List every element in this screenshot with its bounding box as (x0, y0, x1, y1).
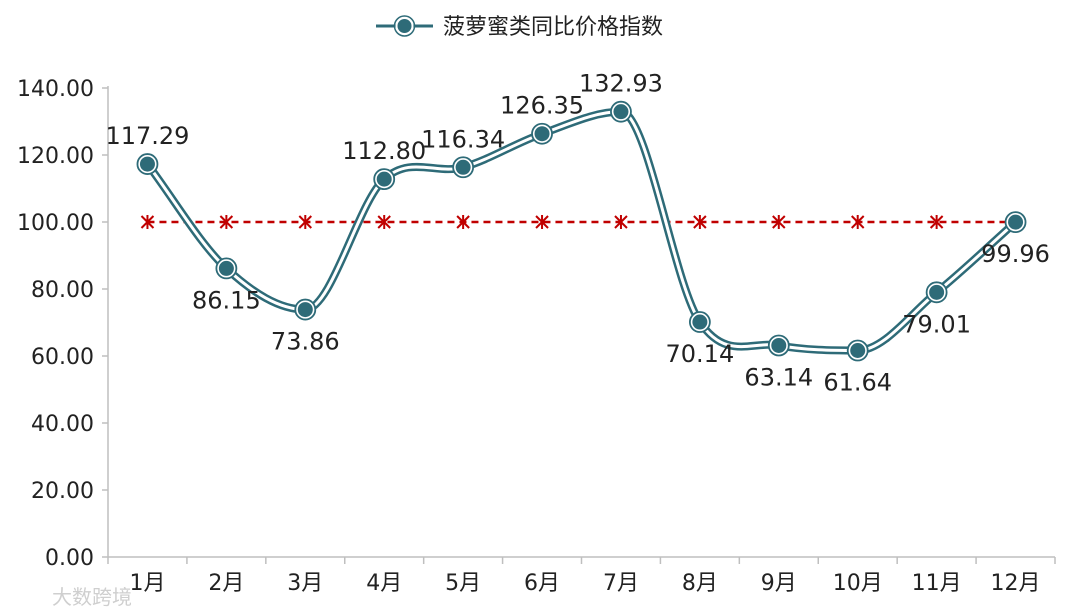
axes: 0.00 20.00 40.00 60.00 80.00 100.00 120.00 140.… (17, 77, 1056, 596)
data-point (688, 311, 711, 333)
data-point-marker (850, 343, 866, 359)
watermark: 大数跨境 (52, 585, 132, 609)
legend-marker-ring (393, 15, 416, 37)
y-tick-label: 20.00 (31, 479, 94, 504)
data-point-marker (534, 126, 550, 142)
x-tick-label: 7月 (603, 571, 639, 596)
data-point (452, 156, 475, 179)
data-point (373, 168, 396, 191)
data-point (294, 298, 317, 321)
data-point-marker (218, 260, 234, 276)
reference-point (377, 215, 391, 229)
x-tick-label: 2月 (208, 571, 244, 596)
reference-point (219, 215, 234, 229)
data-label: 132.93 (579, 70, 663, 98)
legend: 菠萝蜜类同比价格指数 (376, 15, 663, 40)
data-point-marker (139, 156, 155, 172)
x-tick-label: 9月 (761, 571, 797, 596)
y-tick-label: 120.00 (17, 144, 94, 169)
data-point (531, 122, 553, 145)
data-label: 112.80 (342, 137, 426, 165)
y-tick-label: 80.00 (31, 278, 94, 303)
y-tick-label: 100.00 (17, 211, 94, 236)
reference-point (298, 215, 312, 229)
data-point (925, 281, 948, 304)
data-point (846, 339, 869, 362)
y-tick-label: 60.00 (31, 345, 94, 370)
data-point-marker (613, 104, 629, 120)
y-tick-label: 0.00 (45, 546, 94, 571)
legend-marker (395, 17, 414, 35)
data-label: 73.86 (271, 328, 340, 356)
series-line-inner (145, 110, 1018, 353)
data-point (1004, 211, 1027, 234)
data-point-marker (376, 171, 392, 187)
data-point-marker (929, 284, 945, 300)
data-point (215, 257, 238, 280)
reference-series (140, 215, 1023, 229)
x-tick-label: 5月 (445, 571, 481, 596)
data-point (767, 334, 790, 357)
reference-point (929, 215, 944, 229)
reference-point (693, 215, 707, 229)
x-tick-label: 8月 (682, 571, 718, 596)
data-point-marker (692, 314, 708, 330)
data-label: 61.64 (823, 369, 892, 397)
data-label: 70.14 (666, 340, 735, 368)
data-label: 117.29 (105, 122, 189, 150)
data-point-marker (771, 337, 787, 353)
data-label: 63.14 (744, 363, 813, 391)
main-series (136, 100, 1027, 362)
data-point-marker (1008, 214, 1024, 230)
data-label: 79.01 (902, 310, 971, 338)
reference-point (614, 215, 628, 229)
x-tick-label: 6月 (524, 571, 560, 596)
y-tick-label: 140.00 (17, 77, 94, 102)
reference-point (851, 215, 865, 229)
x-tick-label: 12月 (991, 571, 1041, 596)
x-tick-label: 3月 (287, 571, 323, 596)
data-point (610, 100, 632, 123)
data-label: 86.15 (192, 286, 261, 314)
reference-point (772, 215, 786, 229)
reference-point (535, 215, 549, 229)
y-tick-label: 40.00 (31, 412, 94, 437)
data-point-marker (455, 159, 471, 175)
legend-label: 菠萝蜜类同比价格指数 (443, 15, 663, 40)
x-tick-label: 10月 (833, 571, 883, 596)
data-label: 126.35 (500, 92, 584, 120)
x-tick-label: 1月 (129, 571, 165, 596)
x-tick-label: 11月 (912, 571, 962, 596)
reference-point (140, 215, 155, 229)
data-point-marker (297, 302, 313, 318)
data-point (136, 153, 159, 175)
series-line-outer (143, 107, 1020, 355)
data-label: 116.34 (421, 125, 505, 153)
data-label: 99.96 (981, 240, 1050, 268)
x-tick-label: 4月 (366, 571, 402, 596)
reference-point (456, 215, 470, 229)
